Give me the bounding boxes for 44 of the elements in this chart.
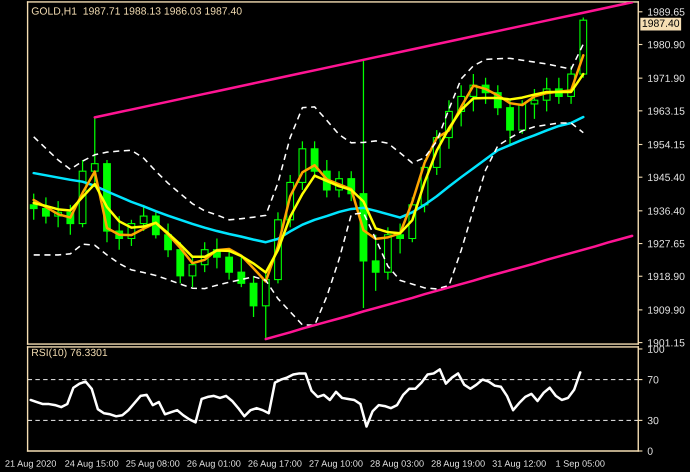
x-tick-label: 25 Aug 08:00	[126, 460, 180, 469]
x-tick-label: 1 Sep 05:00	[556, 460, 605, 469]
candlestick	[506, 100, 514, 146]
y-tick-label: 1927.65	[648, 240, 684, 248]
x-tick-label: 26 Aug 17:00	[248, 460, 302, 469]
candlestick	[164, 222, 172, 258]
candlestick	[250, 275, 258, 318]
y-tick-label: 100	[648, 345, 664, 353]
candlestick	[225, 249, 234, 280]
line-series	[32, 43, 584, 221]
candlestick	[530, 88, 538, 120]
text: 1987.40	[642, 20, 680, 27]
candlestick	[90, 116, 99, 184]
y-tick-label: 1971.90	[648, 74, 685, 82]
y-tick-label: 1945.40	[648, 174, 685, 182]
y-tick-label: 1980.90	[648, 41, 685, 48]
x-tick-label: 26 Aug 01:00	[187, 460, 241, 469]
line-series	[32, 122, 584, 326]
x-tick-label: 24 Aug 15:00	[65, 460, 118, 469]
y-tick-label: 1963.15	[648, 107, 684, 115]
y-tick-label: 1901.15	[648, 339, 684, 346]
y-tick-label: 1909.90	[648, 306, 685, 314]
candlestick	[396, 222, 404, 254]
line-series	[29, 368, 582, 428]
x-tick-label: 31 Aug 12:00	[492, 460, 546, 469]
candlestick	[237, 256, 246, 288]
y-tick-label: 1954.15	[648, 140, 684, 148]
y-tick-label: 30	[648, 416, 658, 424]
line-series	[264, 234, 634, 340]
y-tick-label: 1918.90	[648, 272, 685, 280]
candlestick	[188, 256, 196, 288]
x-tick-label: 28 Aug 03:00	[370, 460, 424, 469]
candlestick	[372, 234, 380, 292]
x-tick-label: 27 Aug 10:00	[309, 460, 363, 469]
chart-title: RSI(10) 76.3301	[32, 348, 108, 358]
y-tick-label: 0	[648, 447, 653, 455]
candlestick	[42, 196, 50, 224]
x-tick-label: 21 Aug 2020	[5, 460, 56, 469]
y-tick-label: 1989.65	[648, 8, 684, 16]
line-series	[32, 116, 585, 244]
y-tick-label: 1936.40	[648, 207, 685, 215]
y-tick-label: 70	[648, 376, 658, 384]
chart-title: GOLD,H1 1987.71 1988.13 1986.03 1987.40	[32, 7, 242, 16]
x-tick-label: 28 Aug 19:00	[432, 460, 485, 469]
